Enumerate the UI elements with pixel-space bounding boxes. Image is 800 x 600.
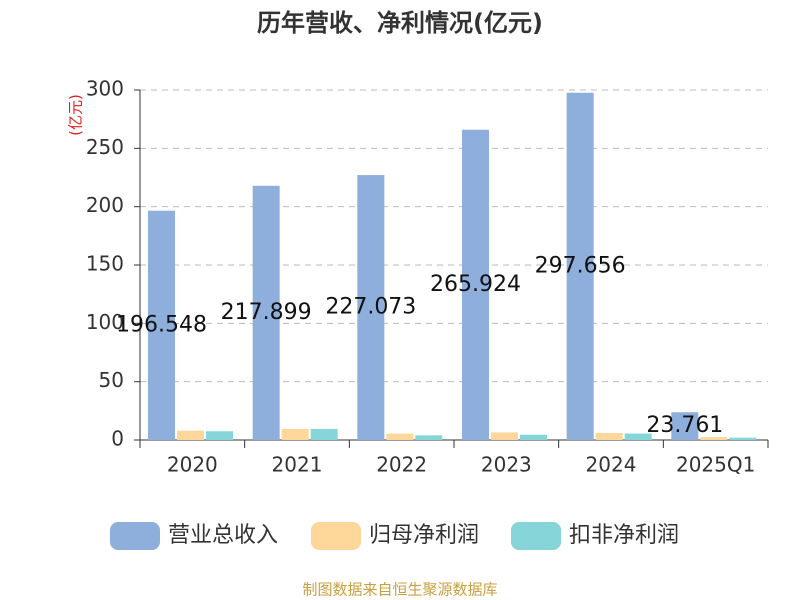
bar <box>624 433 652 440</box>
y-tick-label: 250 <box>86 135 124 159</box>
data-label: 265.924 <box>430 272 521 297</box>
bar <box>520 434 547 440</box>
x-tick-label: 2024 <box>586 453 637 477</box>
legend-swatch <box>311 522 361 550</box>
x-tick-label: 2021 <box>272 453 323 477</box>
x-tick-label: 2023 <box>481 453 532 477</box>
y-tick-label: 50 <box>99 368 124 392</box>
x-tick-label: 2020 <box>167 453 218 477</box>
bar <box>462 129 489 440</box>
bar <box>310 428 338 440</box>
y-tick-label: 0 <box>111 427 124 451</box>
data-label: 227.073 <box>325 295 416 320</box>
bar <box>700 437 728 440</box>
bar <box>148 210 175 440</box>
bar <box>566 92 594 440</box>
chart-title: 历年营收、净利情况(亿元) <box>257 9 543 37</box>
data-label: 297.656 <box>535 253 626 278</box>
legend-label: 扣非净利润 <box>569 523 679 548</box>
y-tick-label: 100 <box>86 310 124 334</box>
bar <box>729 437 757 440</box>
data-label: 217.899 <box>221 300 312 325</box>
bar <box>415 435 443 440</box>
bar <box>386 433 414 440</box>
y-axis-label: (亿元) <box>67 94 85 136</box>
legend-label: 归母净利润 <box>369 523 479 548</box>
bar <box>357 175 385 441</box>
source-note: 制图数据来自恒生聚源数据库 <box>302 581 497 599</box>
y-tick-label: 150 <box>86 252 124 276</box>
y-tick-label: 300 <box>86 77 124 101</box>
bar <box>671 412 699 440</box>
bar <box>252 185 280 440</box>
legend-label: 营业总收入 <box>168 523 278 548</box>
legend-swatch <box>511 522 561 550</box>
bar <box>595 433 623 440</box>
bar <box>281 428 309 440</box>
bar <box>177 430 204 440</box>
bar <box>206 431 233 440</box>
x-tick-label: 2025Q1 <box>676 453 755 477</box>
legend-swatch <box>110 522 160 550</box>
x-tick-label: 2022 <box>376 453 427 477</box>
data-label: 196.548 <box>116 312 207 337</box>
data-label: 23.761 <box>646 413 723 438</box>
bar <box>491 432 518 440</box>
y-tick-label: 200 <box>86 193 124 217</box>
